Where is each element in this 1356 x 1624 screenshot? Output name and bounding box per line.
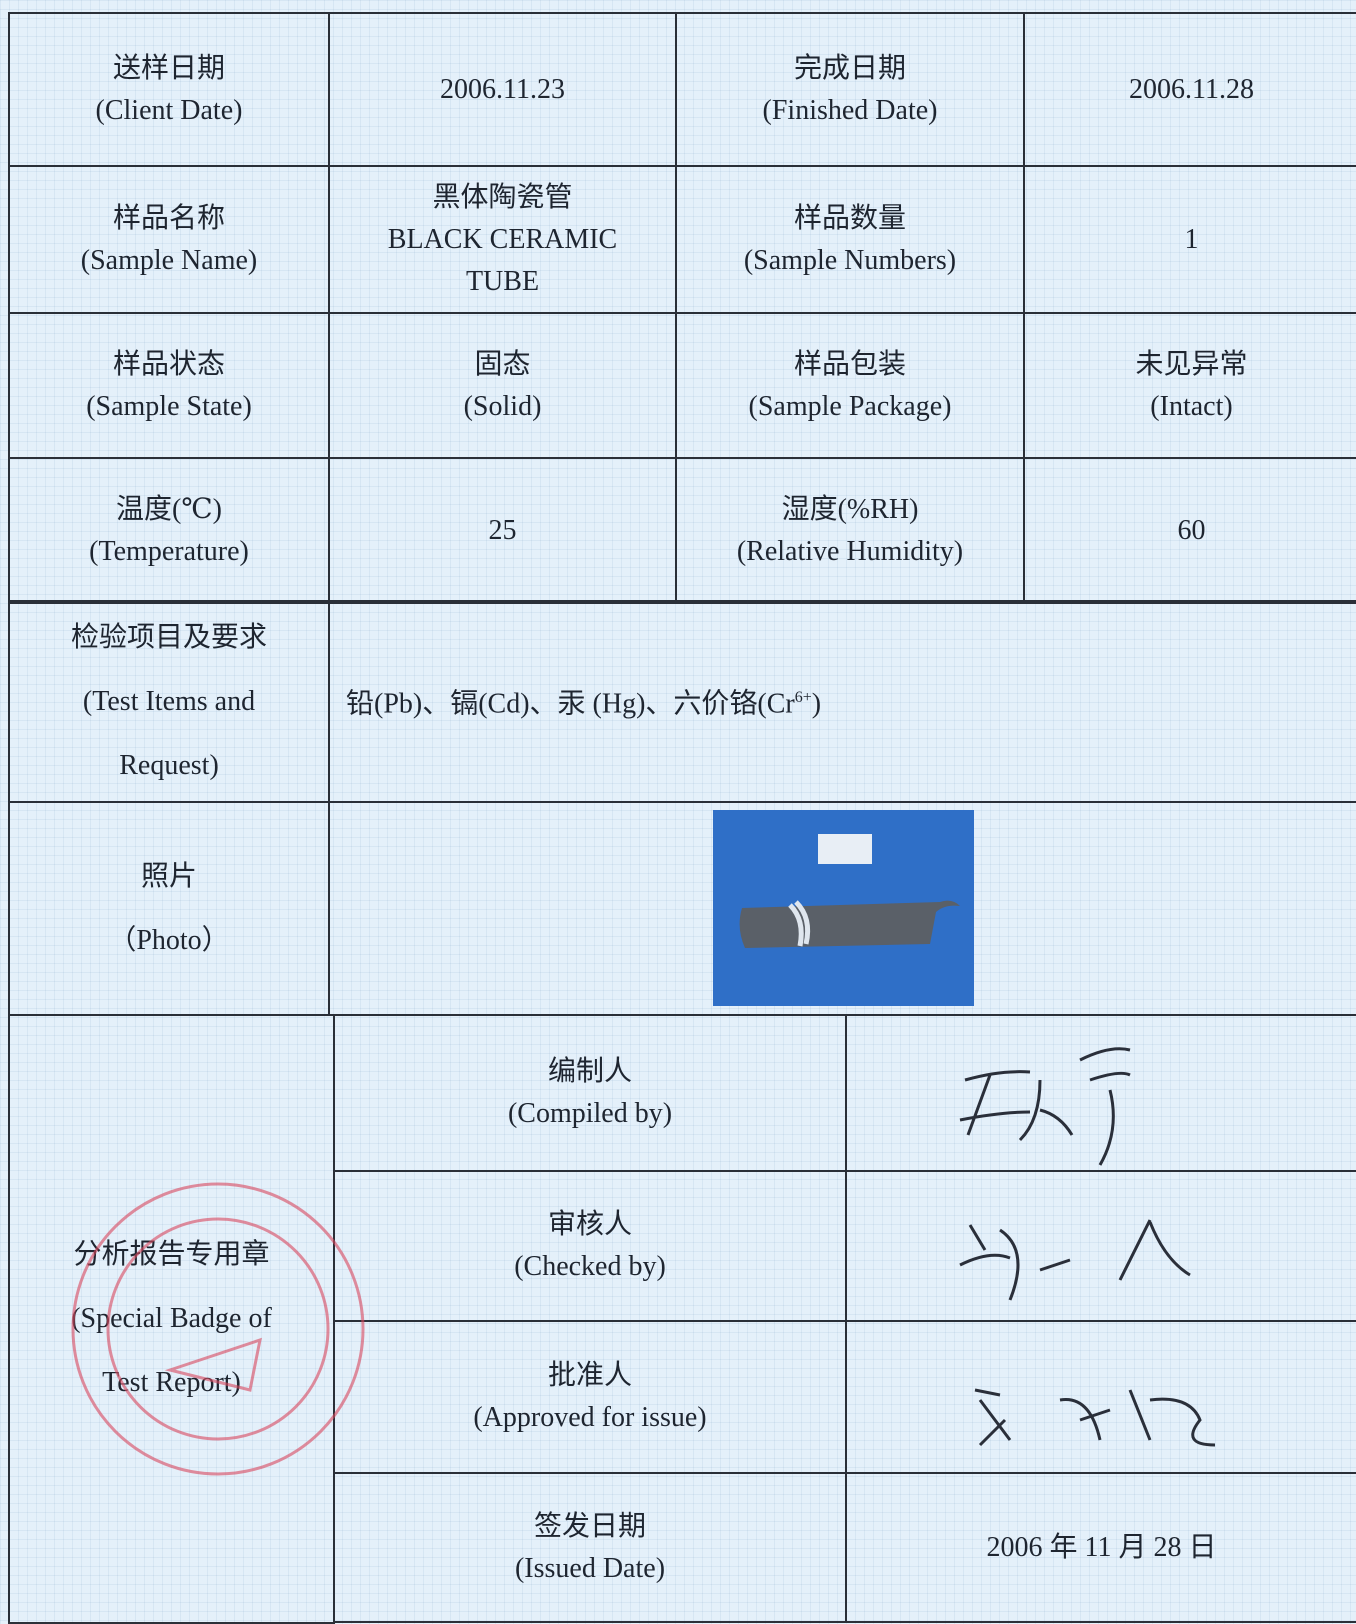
signature-cell	[845, 1170, 1356, 1322]
cell-text: (Approved for issue)	[473, 1402, 707, 1433]
value-cell: 未见异常 (Intact)	[1023, 312, 1356, 459]
value-cell: 固态 (Solid)	[328, 312, 677, 459]
cell-text: 黑体陶瓷管	[432, 181, 573, 213]
role-cell: 审核人 (Checked by)	[333, 1170, 847, 1322]
cell-text: 60	[1177, 514, 1206, 546]
cell-text: 2006 年 11 月 28 日	[986, 1531, 1217, 1563]
cell-text: (Sample Numbers)	[743, 244, 957, 276]
cell-text: (Intact)	[1150, 390, 1233, 422]
cell-text: 签发日期	[533, 1510, 646, 1542]
cell-text: BLACK CERAMIC	[387, 223, 618, 255]
superscript: 6+	[794, 689, 812, 707]
cell-text: 送样日期	[112, 52, 225, 84]
cell-text: 编制人	[547, 1056, 632, 1087]
badge-cell: 分析报告专用章 (Special Badge of Test Report)	[8, 1014, 335, 1624]
label-cell: 检验项目及要求 (Test Items and Request)	[8, 600, 330, 803]
cell-text: 2006.11.23	[440, 73, 565, 105]
label-cell: 湿度(%RH) (Relative Humidity)	[675, 457, 1025, 604]
value-cell: 60	[1023, 457, 1356, 604]
label-cell: 送样日期 (Client Date)	[8, 12, 330, 167]
cell-text: (Sample State)	[86, 390, 252, 422]
cell-text: Test Report)	[102, 1367, 241, 1398]
photo-cell	[328, 801, 1356, 1016]
label-cell: 样品包装 (Sample Package)	[675, 312, 1025, 459]
cell-text: 样品名称	[112, 202, 225, 234]
label-cell: 温度(℃) (Temperature)	[8, 457, 330, 604]
label-cell: 完成日期 (Finished Date)	[675, 12, 1025, 167]
signature-cell	[845, 1014, 1356, 1172]
value-cell: 2006.11.23	[328, 12, 677, 167]
cell-text: (Sample Name)	[80, 244, 258, 276]
value-cell: 黑体陶瓷管 BLACK CERAMIC TUBE	[328, 165, 677, 314]
cell-text: 1	[1184, 223, 1199, 255]
cell-text: 2006.11.28	[1129, 73, 1254, 105]
signature-cell: 2006 年 11 月 28 日	[845, 1472, 1356, 1623]
cell-text: (Compiled by)	[507, 1098, 673, 1129]
cell-text: 批准人	[547, 1360, 632, 1391]
cell-text: TUBE	[465, 265, 540, 297]
test-items-text: 铅(Pb)、镉(Cd)、汞 (Hg)、六价铬(Cr	[346, 688, 795, 720]
test-items-cell: 铅(Pb)、镉(Cd)、汞 (Hg)、六价铬(Cr6+)	[328, 600, 1356, 803]
cell-text: 温度(℃)	[116, 493, 222, 525]
cell-text: 分析报告专用章	[73, 1239, 270, 1270]
value-cell: 25	[328, 457, 677, 604]
cell-text: (Temperature)	[89, 535, 249, 567]
test-items: 铅(Pb)、镉(Cd)、汞 (Hg)、六价铬(Cr6+)	[346, 677, 821, 725]
cell-text: (Test Items and	[82, 685, 256, 717]
value-cell: 2006.11.28	[1023, 12, 1356, 167]
closing: )	[811, 688, 822, 720]
cell-text: (Checked by)	[514, 1251, 666, 1282]
cell-text: (Client Date)	[95, 94, 243, 126]
cell-text: 湿度(%RH)	[781, 493, 919, 525]
role-cell: 签发日期 (Issued Date)	[333, 1472, 847, 1623]
cell-text: 样品数量	[793, 202, 906, 234]
cell-text: 完成日期	[793, 52, 906, 84]
cell-text: 固态	[474, 348, 531, 380]
label-cell: 样品名称 (Sample Name)	[8, 165, 330, 314]
signature-cell	[845, 1320, 1356, 1474]
cell-text: (Relative Humidity)	[736, 535, 964, 567]
cell-text: (Finished Date)	[762, 94, 938, 126]
cell-text: (Special Badge of	[71, 1303, 272, 1334]
cell-text: (Issued Date)	[514, 1552, 666, 1584]
cell-text: 检验项目及要求	[70, 621, 267, 653]
cell-text: (Solid)	[463, 390, 542, 422]
role-cell: 批准人 (Approved for issue)	[333, 1320, 847, 1474]
cell-text: 审核人	[547, 1209, 632, 1240]
cell-text: （Photo）	[108, 924, 230, 956]
label-cell: 样品数量 (Sample Numbers)	[675, 165, 1025, 314]
label-cell: 照片 （Photo）	[8, 801, 330, 1016]
role-cell: 编制人 (Compiled by)	[333, 1014, 847, 1172]
cell-text: 未见异常	[1135, 348, 1248, 380]
cell-text: 样品状态	[112, 348, 225, 380]
cell-text: 照片	[140, 860, 197, 892]
cell-text: 25	[488, 514, 517, 546]
cell-text: (Sample Package)	[748, 390, 952, 422]
value-cell: 1	[1023, 165, 1356, 314]
cell-text: 样品包装	[793, 348, 906, 380]
cell-text: Request)	[119, 749, 219, 781]
label-cell: 样品状态 (Sample State)	[8, 312, 330, 459]
